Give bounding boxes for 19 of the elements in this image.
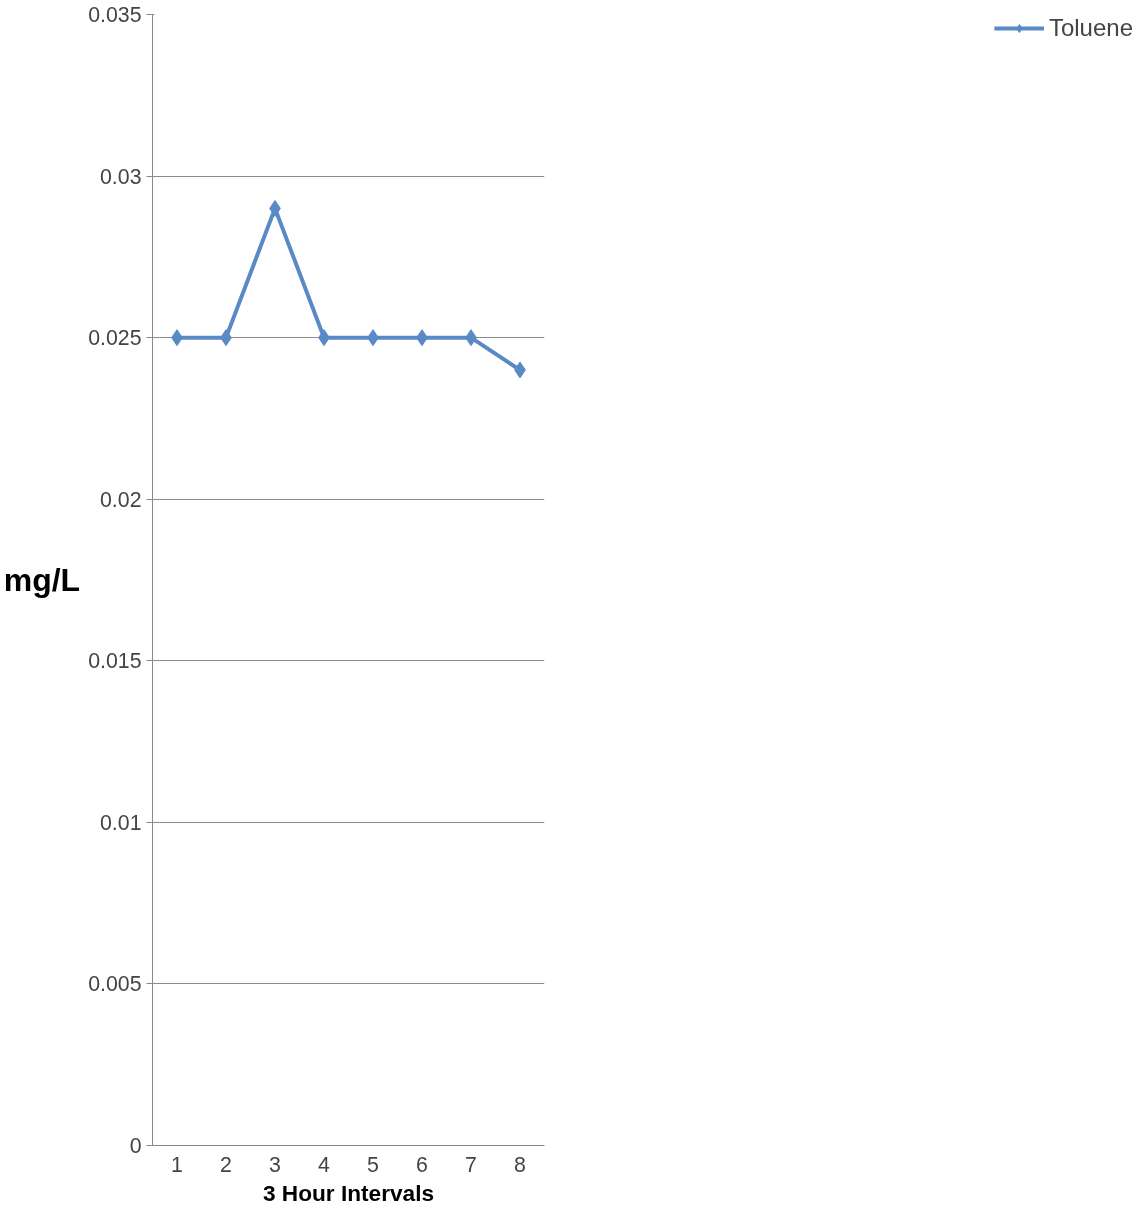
y-tick-label: 0.005 [88,972,142,997]
y-tick-label: 0.015 [88,649,142,674]
y-tick-label: 0.025 [88,326,142,351]
x-tick-label: 5 [367,1152,379,1177]
y-tick-label: 0.01 [99,810,142,835]
y-tick-label: 0.02 [99,487,142,512]
x-tick-label: 4 [318,1152,331,1177]
x-tick-label: 8 [514,1152,526,1177]
legend-label: Toluene [1048,14,1133,42]
y-tick-label: 0.03 [99,164,142,189]
y-tick-label: 0 [129,1134,142,1158]
x-tick-label: 7 [465,1152,477,1177]
x-tick-label: 3 [269,1152,281,1177]
x-tick-label: 2 [220,1152,232,1177]
y-tick-label: 0.035 [88,3,142,27]
x-tick-label: 6 [416,1152,428,1177]
x-axis-title: 3 Hour Intervals [262,1179,435,1206]
y-axis-title: mg/L [3,562,81,598]
x-tick-label: 1 [171,1152,183,1177]
